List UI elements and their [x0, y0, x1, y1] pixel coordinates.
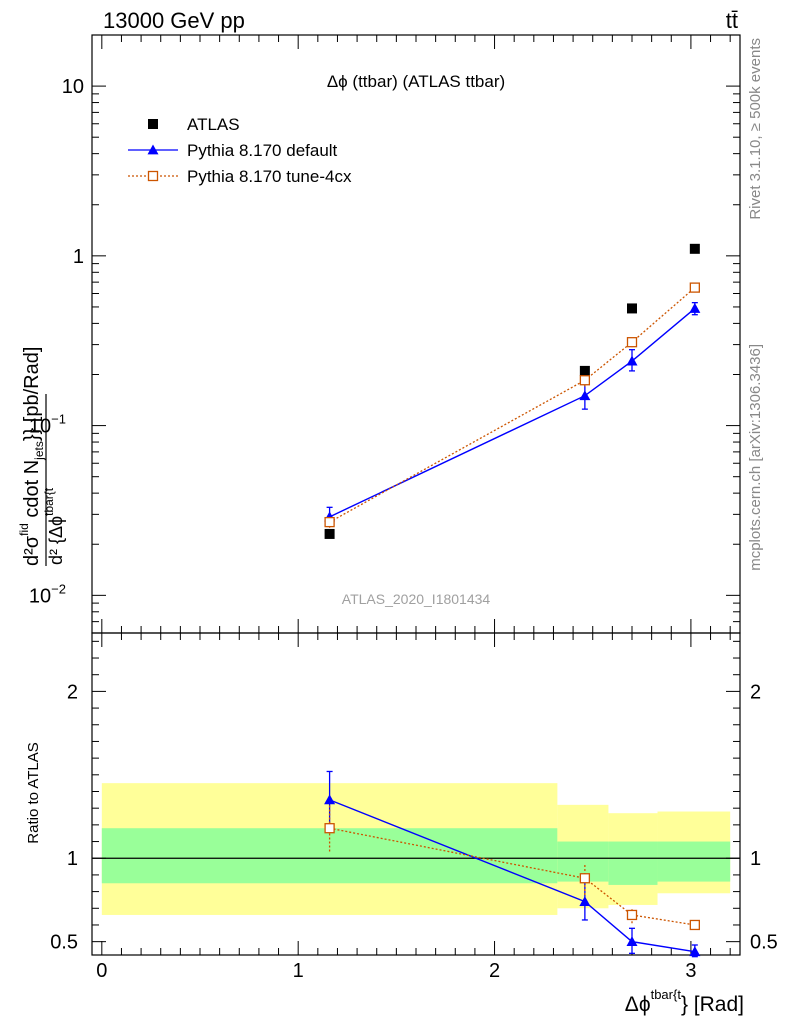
ratio-band-inner: [657, 841, 731, 882]
main-ytick-label: 1: [73, 246, 84, 268]
xtick-label: 1: [293, 960, 304, 982]
ratio-ytick-label-right: 2: [750, 681, 761, 703]
x-axis-label: Δϕtbar{t} [Rad]: [625, 987, 744, 1016]
ratio-band-inner: [101, 828, 558, 884]
ratio-point-default: [689, 946, 701, 957]
ratio-point-default: [579, 896, 591, 907]
main-series-line-1: [329, 307, 696, 518]
main-point-atlas: [579, 365, 590, 376]
main-ylabel-text: d²σfid cdot Njets}} [pb/Rad]: [17, 347, 46, 566]
ratio-point-default: [626, 936, 638, 947]
ratio-point-tune4cx: [626, 909, 638, 921]
ratio-series-lines: [329, 799, 695, 953]
main-point-tune4cx: [324, 516, 335, 528]
legend-label: Pythia 8.170 tune-4cx: [187, 167, 352, 186]
xtick-label: 0: [96, 960, 107, 982]
main-series-lines: [329, 287, 696, 523]
ratio-ytick-label-right: 1: [750, 848, 761, 870]
process-label: tt̄: [726, 8, 738, 33]
main-point-atlas: [689, 243, 700, 254]
mcplots-url-label: mcplots.cern.ch [arXiv:1306.3436]: [747, 344, 764, 571]
main-point-tune4cx: [689, 282, 700, 293]
ratio-point-tune4cx: [579, 873, 591, 884]
main-ytick-label: 10−2: [29, 581, 66, 607]
legend-marker: [147, 144, 159, 155]
main-point-tune4cx: [579, 375, 591, 386]
ratio-series-line-0: [329, 799, 695, 953]
main-point-default: [579, 390, 591, 401]
legend-marker: [148, 119, 158, 129]
x-axis-label-text: Δϕtbar{t} [Rad]: [625, 987, 744, 1016]
ratio-point-tune4cx: [689, 919, 700, 931]
main-series-line-2: [329, 287, 696, 523]
ratio-ytick-label-left: 0.5: [50, 932, 78, 954]
main-point-tune4cx: [626, 337, 638, 348]
main-ylabel: d²σfid cdot Njets}} [pb/Rad] d² {Δϕtbar{…: [17, 347, 66, 566]
main-point-default: [689, 302, 701, 313]
ratio-axes: 0.5 0.5 1 1 2 2 0 1 2 3: [50, 633, 778, 982]
legend-marker: [147, 170, 159, 182]
main-ytick-label: 10: [62, 76, 84, 98]
legend: ATLAS Pythia 8.170 default Pythia 8.170 tu…: [128, 115, 352, 186]
rivet-version-label: Rivet 3.1.10, ≥ 500k events: [747, 38, 764, 220]
ratio-ytick-label-right: 0.5: [750, 932, 778, 954]
main-data-marks: [324, 243, 701, 539]
ratio-point-default: [324, 794, 336, 805]
ratio-ytick-label-left: 1: [67, 848, 78, 870]
ratio-data-marks: [324, 770, 701, 958]
analysis-watermark: ATLAS_2020_I1801434: [342, 591, 491, 607]
legend-label: ATLAS: [187, 115, 240, 134]
ratio-panel: 0.5 0.5 1 1 2 2 0 1 2 3 Ratio to ATLAS: [25, 632, 778, 982]
main-point-atlas: [324, 528, 335, 539]
xtick-label: 3: [685, 960, 696, 982]
main-point-default: [626, 355, 638, 366]
plot-title: Δϕ (ttbar) (ATLAS ttbar): [327, 72, 505, 91]
ratio-band-inner: [608, 841, 658, 885]
ratio-point-tune4cx: [324, 823, 335, 834]
ratio-uncertainty-bands: [101, 783, 731, 915]
legend-label: Pythia 8.170 default: [187, 141, 338, 160]
ratio-ytick-label-left: 2: [67, 681, 78, 703]
ratio-ylabel: Ratio to ATLAS: [25, 742, 42, 843]
energy-label: 13000 GeV pp: [103, 8, 245, 33]
main-point-atlas: [627, 303, 637, 314]
xtick-label: 2: [489, 960, 500, 982]
